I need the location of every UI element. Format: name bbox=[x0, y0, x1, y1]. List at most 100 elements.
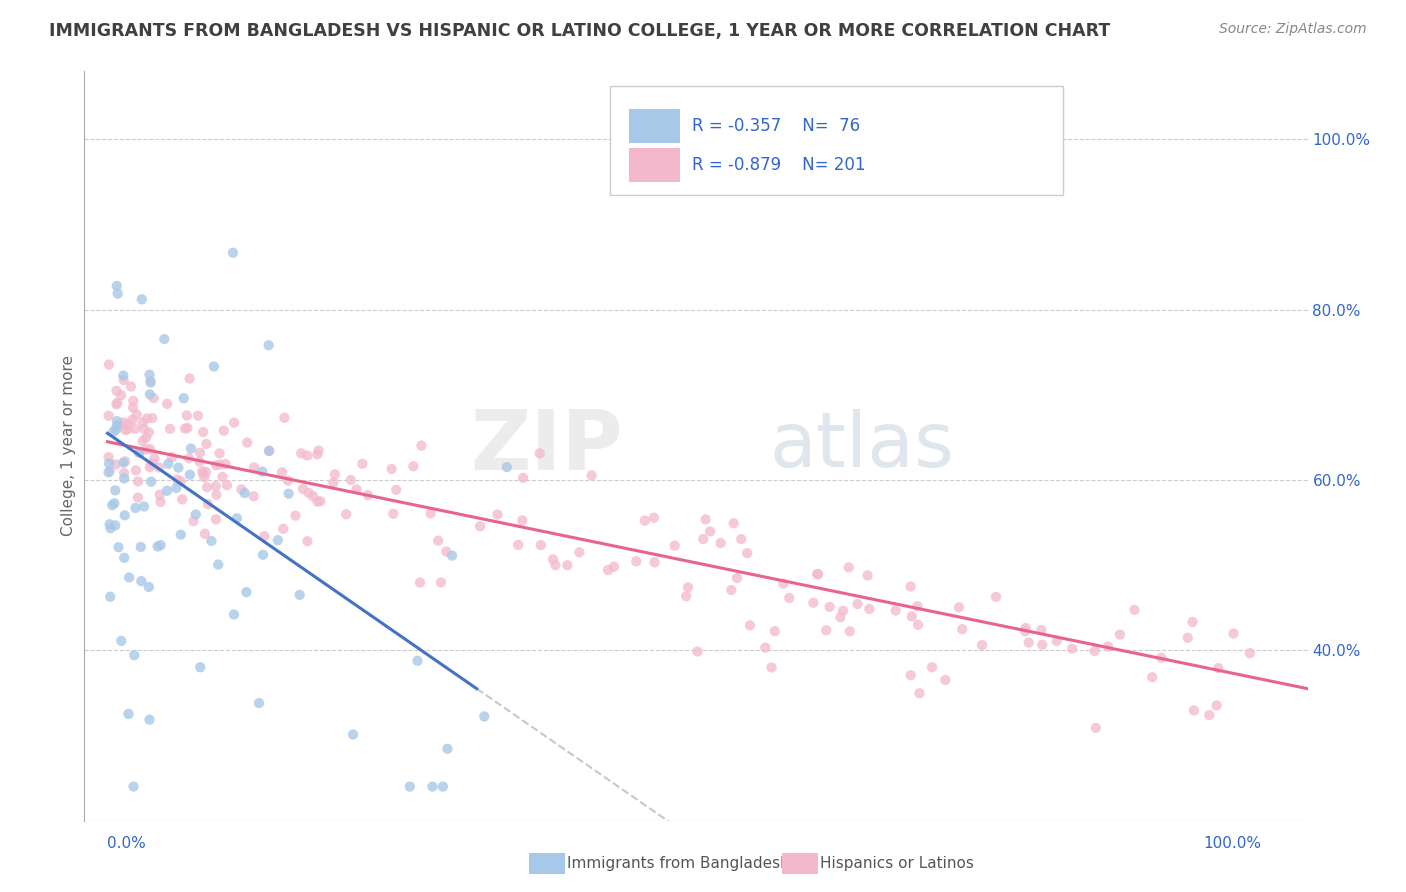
Y-axis label: College, 1 year or more: College, 1 year or more bbox=[60, 356, 76, 536]
Point bbox=[131, 416, 153, 430]
Point bbox=[921, 660, 943, 674]
Point bbox=[98, 590, 121, 604]
Point bbox=[215, 457, 238, 471]
Point bbox=[105, 397, 128, 411]
Point bbox=[105, 423, 128, 437]
Point bbox=[735, 546, 758, 560]
Point bbox=[139, 475, 162, 489]
Point bbox=[699, 524, 721, 539]
Point bbox=[117, 422, 139, 436]
Point bbox=[382, 507, 405, 521]
Point bbox=[118, 570, 141, 584]
Point bbox=[97, 450, 120, 465]
Point bbox=[195, 437, 218, 451]
Point bbox=[290, 446, 312, 460]
Point bbox=[1084, 721, 1107, 735]
Point bbox=[212, 424, 235, 438]
Point bbox=[131, 574, 153, 589]
Point bbox=[1018, 635, 1040, 649]
Point bbox=[1109, 627, 1132, 641]
Point bbox=[104, 518, 127, 533]
Point bbox=[122, 401, 145, 415]
Point bbox=[121, 413, 143, 427]
Point bbox=[778, 591, 800, 605]
Text: atlas: atlas bbox=[769, 409, 955, 483]
Point bbox=[1140, 670, 1163, 684]
Point bbox=[124, 500, 146, 515]
Point bbox=[125, 408, 148, 422]
Point bbox=[772, 576, 794, 591]
Point bbox=[495, 460, 517, 475]
Point bbox=[695, 512, 717, 526]
Point bbox=[124, 422, 146, 436]
Point bbox=[846, 597, 869, 611]
Point bbox=[884, 603, 907, 617]
Point bbox=[122, 780, 145, 794]
Point bbox=[626, 554, 648, 568]
Text: 100.0%: 100.0% bbox=[1204, 836, 1261, 851]
Point bbox=[725, 571, 748, 585]
Point bbox=[432, 780, 454, 794]
Point bbox=[686, 644, 709, 658]
Point bbox=[544, 558, 567, 573]
Point bbox=[165, 481, 187, 495]
Point bbox=[153, 332, 176, 346]
Point bbox=[1014, 624, 1036, 639]
Point bbox=[441, 549, 464, 563]
Point bbox=[141, 411, 163, 425]
Point bbox=[309, 494, 332, 508]
Point bbox=[1198, 708, 1220, 723]
Point bbox=[173, 391, 195, 405]
Point bbox=[581, 468, 603, 483]
Point bbox=[761, 660, 783, 674]
Point bbox=[529, 446, 551, 460]
Point bbox=[231, 483, 253, 497]
Point bbox=[1015, 621, 1038, 635]
Point bbox=[235, 585, 257, 599]
Point bbox=[934, 673, 956, 687]
Point bbox=[277, 474, 299, 488]
Point bbox=[122, 393, 145, 408]
Point bbox=[205, 488, 228, 502]
Point bbox=[236, 435, 259, 450]
Point bbox=[195, 480, 218, 494]
Point bbox=[308, 443, 330, 458]
Point bbox=[193, 470, 215, 484]
Point bbox=[284, 508, 307, 523]
Point bbox=[838, 560, 860, 574]
Point bbox=[385, 483, 408, 497]
Point bbox=[233, 486, 256, 500]
Point bbox=[101, 498, 124, 512]
Point bbox=[97, 358, 120, 372]
Point bbox=[149, 495, 172, 509]
Point bbox=[170, 475, 193, 489]
Point bbox=[170, 527, 193, 541]
Point bbox=[107, 541, 129, 555]
Point bbox=[541, 552, 564, 566]
Point bbox=[128, 445, 150, 459]
Point bbox=[738, 618, 761, 632]
Point bbox=[138, 713, 160, 727]
Point bbox=[139, 387, 162, 401]
Point bbox=[149, 488, 172, 502]
Point bbox=[193, 467, 215, 481]
Text: R = -0.879    N= 201: R = -0.879 N= 201 bbox=[692, 156, 866, 174]
Point bbox=[208, 446, 231, 460]
Point bbox=[1208, 661, 1230, 675]
Point bbox=[131, 434, 153, 448]
Point bbox=[166, 472, 188, 486]
Point bbox=[172, 492, 194, 507]
Point bbox=[157, 457, 180, 471]
Point bbox=[1097, 640, 1119, 654]
Point bbox=[142, 457, 165, 471]
Point bbox=[226, 511, 249, 525]
Point bbox=[815, 624, 838, 638]
Point bbox=[194, 465, 217, 479]
Point bbox=[273, 410, 295, 425]
Point bbox=[486, 508, 509, 522]
Point bbox=[160, 450, 183, 465]
Point bbox=[267, 533, 290, 548]
Point bbox=[207, 558, 229, 572]
Point bbox=[127, 475, 149, 489]
Text: 0.0%: 0.0% bbox=[107, 836, 146, 851]
